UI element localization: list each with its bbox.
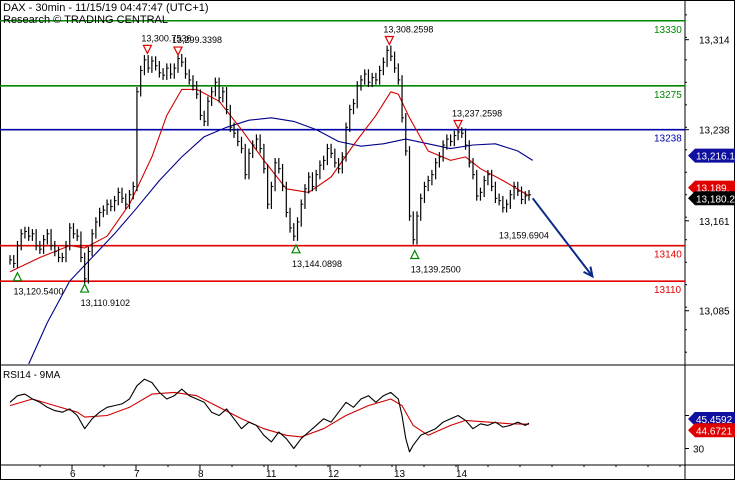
level-label-13238: 13238 bbox=[654, 134, 682, 145]
annotation-label: 13,308.2598 bbox=[383, 24, 433, 34]
rsi-tag-shape bbox=[688, 423, 735, 438]
ma-slow-line bbox=[28, 117, 533, 365]
rsi-value-tag-0: 45.4592 bbox=[688, 411, 735, 426]
chart-title: DAX - 30min - 11/15/19 04:47:47 (UTC+1) bbox=[3, 2, 209, 14]
level-label-13140: 13140 bbox=[654, 250, 682, 261]
low-marker-icon bbox=[291, 243, 301, 254]
rsi-ma-line bbox=[9, 391, 530, 438]
low-marker-icon bbox=[79, 282, 90, 293]
rsi-y-tick-label: 30 bbox=[693, 445, 705, 456]
x-tick-label: 7 bbox=[134, 469, 140, 480]
annotation-label: 13,110.9102 bbox=[81, 298, 130, 308]
high-marker-icon bbox=[142, 44, 153, 55]
annotation-label: 13,144.0898 bbox=[292, 259, 342, 269]
rsi-line bbox=[9, 378, 530, 453]
rsi-tag-label: 45.4592 bbox=[696, 415, 733, 426]
annotation-label: 13,300.7536 bbox=[141, 33, 191, 43]
x-tick-label: 11 bbox=[266, 469, 277, 480]
level-label-13275: 13275 bbox=[654, 90, 682, 101]
high-marker-icon bbox=[173, 46, 183, 57]
annotation-label: 13,139.2500 bbox=[411, 265, 461, 275]
low-marker-icon bbox=[409, 249, 420, 260]
price-y-tick-label: 13,238 bbox=[699, 126, 730, 137]
price-y-tick-label: 13,314 bbox=[699, 36, 730, 47]
price-tag-shape bbox=[688, 148, 735, 163]
price-tag-0: 13,216.1 bbox=[688, 148, 735, 163]
x-tick-label: 13 bbox=[394, 469, 406, 480]
price-tag-2: 13,180.2 bbox=[688, 191, 735, 206]
price-tag-shape bbox=[688, 191, 735, 206]
annotation-label: 13,120.5400 bbox=[13, 287, 63, 297]
x-tick-label: 12 bbox=[328, 469, 340, 480]
x-tick-label: 6 bbox=[70, 469, 76, 480]
annotation-label: 13,299.3398 bbox=[172, 35, 222, 45]
level-label-13330: 13330 bbox=[654, 25, 682, 36]
price-tag-label: 13,180.2 bbox=[696, 194, 735, 205]
price-tag-label: 13,216.1 bbox=[696, 152, 735, 163]
low-marker-icon bbox=[12, 271, 23, 282]
level-label-13110: 13110 bbox=[654, 285, 682, 296]
chart-source: Research © TRADING CENTRAL bbox=[3, 14, 168, 26]
price-tag-shape bbox=[688, 180, 735, 195]
price-tag-label: 13,189. bbox=[696, 184, 729, 195]
x-tick-label: 8 bbox=[198, 469, 204, 480]
rsi-tag-shape bbox=[688, 411, 735, 426]
x-tick-label: 14 bbox=[456, 469, 468, 480]
price-y-tick-label: 13,161 bbox=[699, 217, 730, 228]
annotation-label: 13,237.2598 bbox=[452, 109, 502, 119]
high-marker-icon bbox=[384, 35, 395, 46]
rsi-value-tag-1: 44.6721 bbox=[688, 423, 735, 438]
high-marker-icon bbox=[453, 119, 464, 130]
rsi-tag-label: 44.6721 bbox=[696, 426, 733, 437]
rsi-panel-label: RSI14 - 9MA bbox=[3, 370, 61, 381]
price-y-tick-label: 13,085 bbox=[699, 307, 730, 318]
price-tag-1: 13,189. bbox=[688, 180, 735, 195]
annotation-label: 13,159.6904 bbox=[499, 230, 549, 240]
forecast-arrow-line bbox=[531, 197, 594, 278]
forecast-arrow-head bbox=[583, 266, 594, 279]
